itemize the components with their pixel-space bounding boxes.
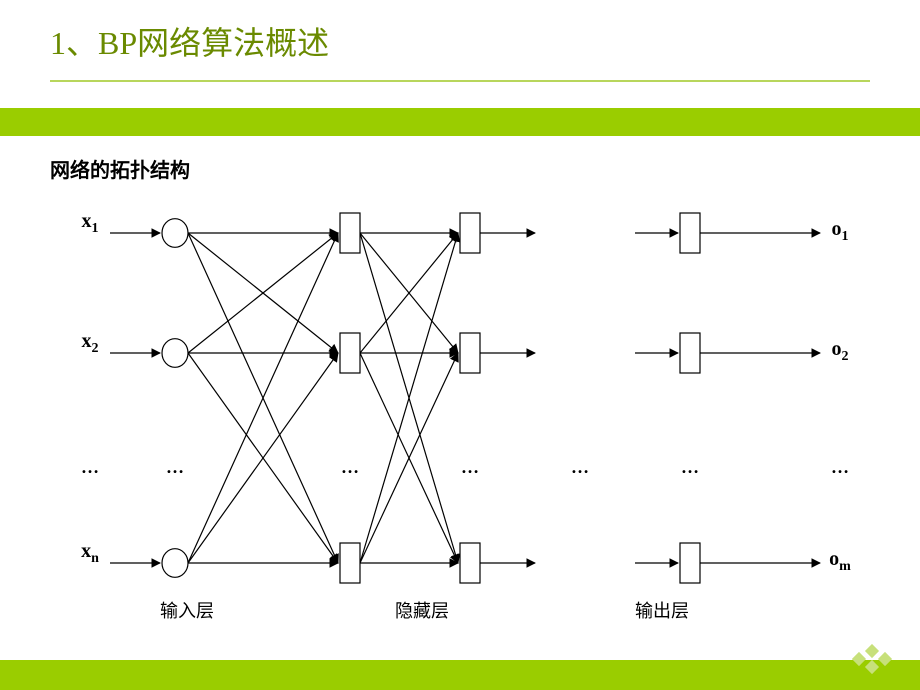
svg-text:x2: x2 bbox=[82, 330, 99, 356]
svg-text:o2: o2 bbox=[832, 338, 849, 364]
svg-text:…: … bbox=[341, 457, 359, 477]
title-area: 1、BP网络算法概述 bbox=[0, 0, 920, 74]
corner-decoration-icon bbox=[852, 644, 902, 684]
header: 1、BP网络算法概述 bbox=[0, 0, 920, 136]
svg-text:…: … bbox=[461, 457, 479, 477]
svg-text:…: … bbox=[681, 457, 699, 477]
svg-text:…: … bbox=[831, 457, 849, 477]
network-svg: x1 x2 xn o1 o2 om … … … … … … … bbox=[50, 193, 870, 593]
subtitle: 网络的拓扑结构 bbox=[50, 154, 920, 183]
footer-band bbox=[0, 660, 920, 690]
network-diagram: x1 x2 xn o1 o2 om … … … … … … … bbox=[50, 193, 870, 593]
layer-label-input: 输入层 bbox=[160, 597, 214, 623]
svg-text:o1: o1 bbox=[832, 218, 849, 244]
svg-text:xn: xn bbox=[81, 540, 99, 566]
layer-label-hidden: 隐藏层 bbox=[395, 597, 449, 623]
title-underline bbox=[50, 80, 870, 82]
green-band-top bbox=[0, 108, 920, 136]
svg-text:om: om bbox=[829, 548, 851, 574]
svg-text:…: … bbox=[81, 457, 99, 477]
page-title: 1、BP网络算法概述 bbox=[50, 18, 880, 64]
svg-text:…: … bbox=[571, 457, 589, 477]
layer-labels-row: 输入层 隐藏层 输出层 bbox=[50, 593, 870, 623]
svg-text:…: … bbox=[166, 457, 184, 477]
svg-text:x1: x1 bbox=[82, 210, 99, 236]
layer-label-output: 输出层 bbox=[635, 597, 689, 623]
